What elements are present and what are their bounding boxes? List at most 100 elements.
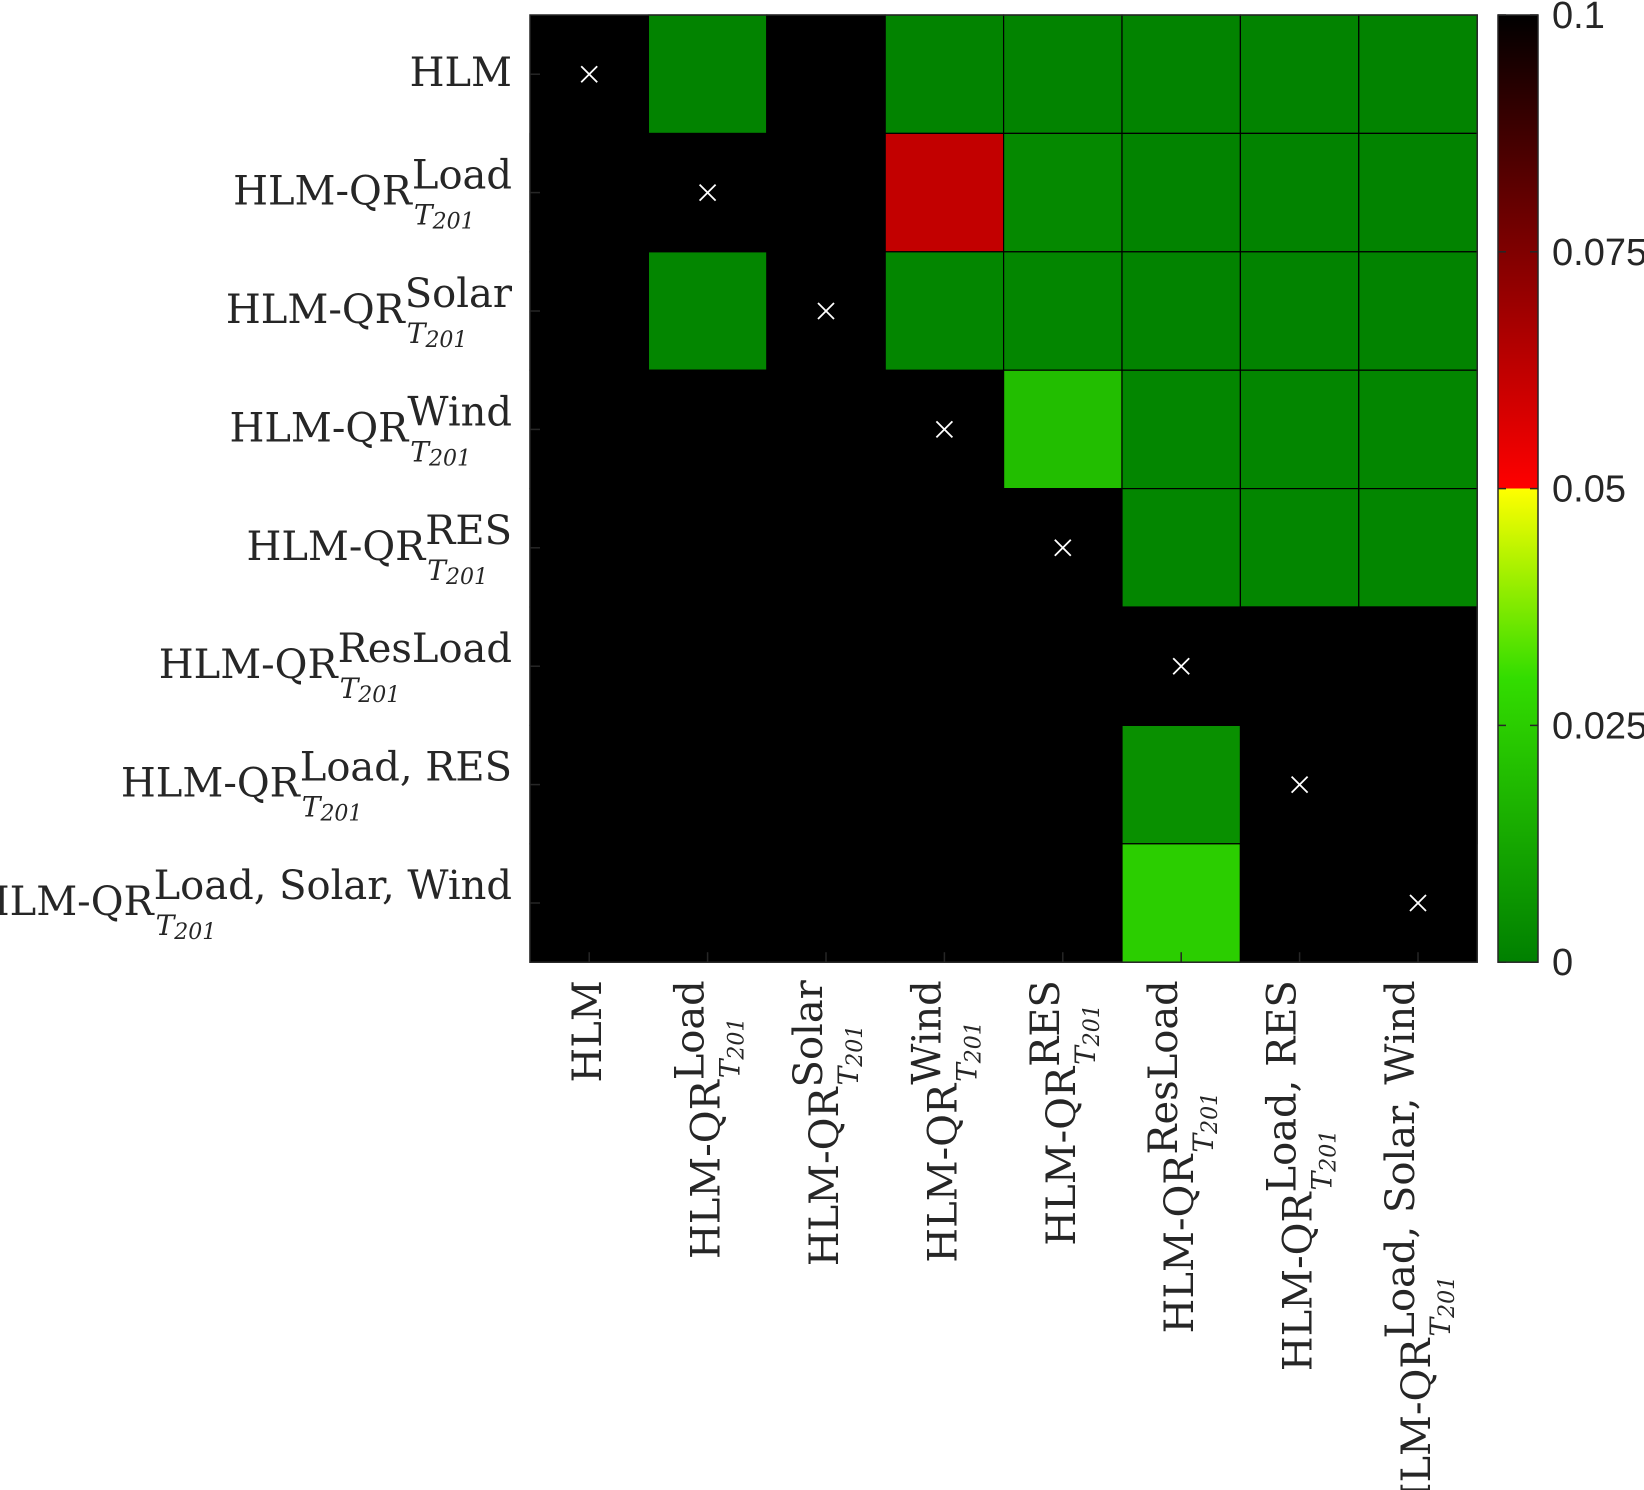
label-subscript: T201 xyxy=(302,791,363,827)
heatmap-cell xyxy=(884,724,1005,845)
heatmap-cell xyxy=(1358,606,1478,727)
heatmap-cell xyxy=(884,488,1005,608)
heatmap-cell xyxy=(1121,724,1242,845)
label-superscript: Solar xyxy=(786,979,832,1087)
heatmap-cell xyxy=(1121,251,1242,371)
column-label: HLM xyxy=(565,980,611,1082)
axis-tick-label: HLM-QRRES xyxy=(1023,980,1085,1246)
label-superscript: Solar xyxy=(405,271,513,317)
column-label: HLM-QRSolar T201 xyxy=(786,979,868,1266)
label-base: HLM-QR xyxy=(1394,1337,1440,1490)
colorbar: 0 0.025 0.05 0.075 0.1 xyxy=(1497,0,1644,984)
diagonal-marker xyxy=(1409,894,1427,912)
heatmap-cell xyxy=(1121,488,1242,608)
label-superscript: Wind xyxy=(904,980,950,1085)
heatmap-cell xyxy=(1358,132,1478,253)
label-base: HLM-QR xyxy=(229,405,410,451)
axis-tick-label: HLM-QRLoad xyxy=(233,153,512,215)
heatmap-cell xyxy=(1002,724,1123,845)
label-base: HLM xyxy=(410,50,512,96)
label-superscript: Load, RES xyxy=(1260,980,1306,1192)
heatmap-cell xyxy=(766,369,886,490)
colorbar-tick-label: 0.1 xyxy=(1552,0,1605,37)
heatmap-cell xyxy=(1002,369,1123,490)
label-base: HLM-QR xyxy=(1276,1191,1322,1372)
heatmap-cell xyxy=(1121,369,1242,490)
label-subscript: T201 xyxy=(407,317,468,353)
label-subscript: T201 xyxy=(410,435,471,471)
heatmap-cell xyxy=(766,14,886,135)
row-label: HLM xyxy=(410,50,512,96)
heatmap-cell xyxy=(647,606,768,727)
colorbar-tick-label: 0.05 xyxy=(1552,469,1626,511)
heatmap-cell xyxy=(1358,488,1478,608)
heatmap-cell xyxy=(1239,843,1360,963)
heatmap-cell xyxy=(529,724,650,845)
heatmap-cell xyxy=(766,132,886,253)
heatmap-cell xyxy=(1002,132,1123,253)
axes xyxy=(529,14,1478,963)
heatmap-cell xyxy=(1121,14,1242,135)
axis-tick-label: HLM-QRSolar xyxy=(786,979,848,1266)
label-subscript: T201 xyxy=(714,1018,750,1079)
label-superscript: Wind xyxy=(407,389,512,435)
heatmap-cell xyxy=(1002,843,1123,963)
column-label: HLM-QRRES T201 xyxy=(1023,980,1105,1246)
axis-tick-label: HLM-QRResLoad xyxy=(1141,980,1203,1333)
heatmap-cell xyxy=(647,724,768,845)
plot-frame xyxy=(529,14,1478,963)
label-base: HLM-QR xyxy=(159,642,340,688)
colorbar-tick-label: 0 xyxy=(1552,942,1573,984)
column-label: HLM-QRWind T201 xyxy=(904,980,986,1263)
label-superscript: RES xyxy=(1023,980,1069,1067)
heatmap-cell xyxy=(884,606,1005,727)
heatmap-cell xyxy=(766,724,886,845)
label-base: HLM-QR xyxy=(246,524,427,570)
heatmap-cell xyxy=(529,369,650,490)
heatmap-cell xyxy=(1358,251,1478,371)
label-subscript: T201 xyxy=(1069,1004,1105,1065)
heatmap-cell xyxy=(529,488,650,608)
heatmap-cell xyxy=(766,606,886,727)
heatmap-cell xyxy=(1358,724,1478,845)
diagonal-marker xyxy=(817,302,835,320)
heatmap-cell xyxy=(647,251,768,371)
heatmap-cell xyxy=(884,843,1005,963)
heatmap-cell xyxy=(1239,369,1360,490)
axis-tick-label: HLM-QRWind xyxy=(904,980,966,1263)
label-base: HLM-QR xyxy=(226,287,407,333)
diagonal-marker xyxy=(698,183,717,202)
label-subscript: T201 xyxy=(1306,1130,1342,1191)
axis-tick-label: HLM-QRLoad, RES xyxy=(121,745,512,807)
heatmap-cell xyxy=(884,14,1005,135)
axis-tick-label: HLM-QRRES xyxy=(246,508,512,570)
axis-tick-label: HLM xyxy=(565,980,611,1082)
heatmap-cell xyxy=(529,251,650,371)
colorbar-tick-label: 0.075 xyxy=(1552,232,1644,274)
label-subscript: T201 xyxy=(832,1025,868,1086)
heatmap-cell xyxy=(766,843,886,963)
heatmap-cell xyxy=(1239,488,1360,608)
heatmap-cell xyxy=(1358,369,1478,490)
heatmap-cell xyxy=(1239,606,1360,727)
label-superscript: Load, RES xyxy=(300,745,512,791)
label-base: HLM-QR xyxy=(1157,1153,1203,1334)
label-superscript: RES xyxy=(425,508,512,554)
column-label: HLM-QRResLoad T201 xyxy=(1141,980,1223,1333)
axis-tick-label: HLM-QRLoad xyxy=(668,980,730,1259)
axis-tick-label: HLM xyxy=(410,50,512,96)
axis-tick-label: HLM-QRSolar xyxy=(226,271,513,333)
heatmap-cell xyxy=(1002,606,1123,727)
axis-tick-label: HLM-QRLoad, RES xyxy=(1260,980,1322,1371)
diagonal-marker xyxy=(935,420,954,439)
column-label: HLM-QRLoad, Solar, Wind T201 xyxy=(1378,980,1460,1490)
label-subscript: T201 xyxy=(427,554,488,590)
label-base: HLM-QR xyxy=(233,169,414,215)
heatmap-cell xyxy=(529,843,650,963)
heatmap-cell xyxy=(1002,14,1123,135)
heatmap-cell xyxy=(1121,132,1242,253)
